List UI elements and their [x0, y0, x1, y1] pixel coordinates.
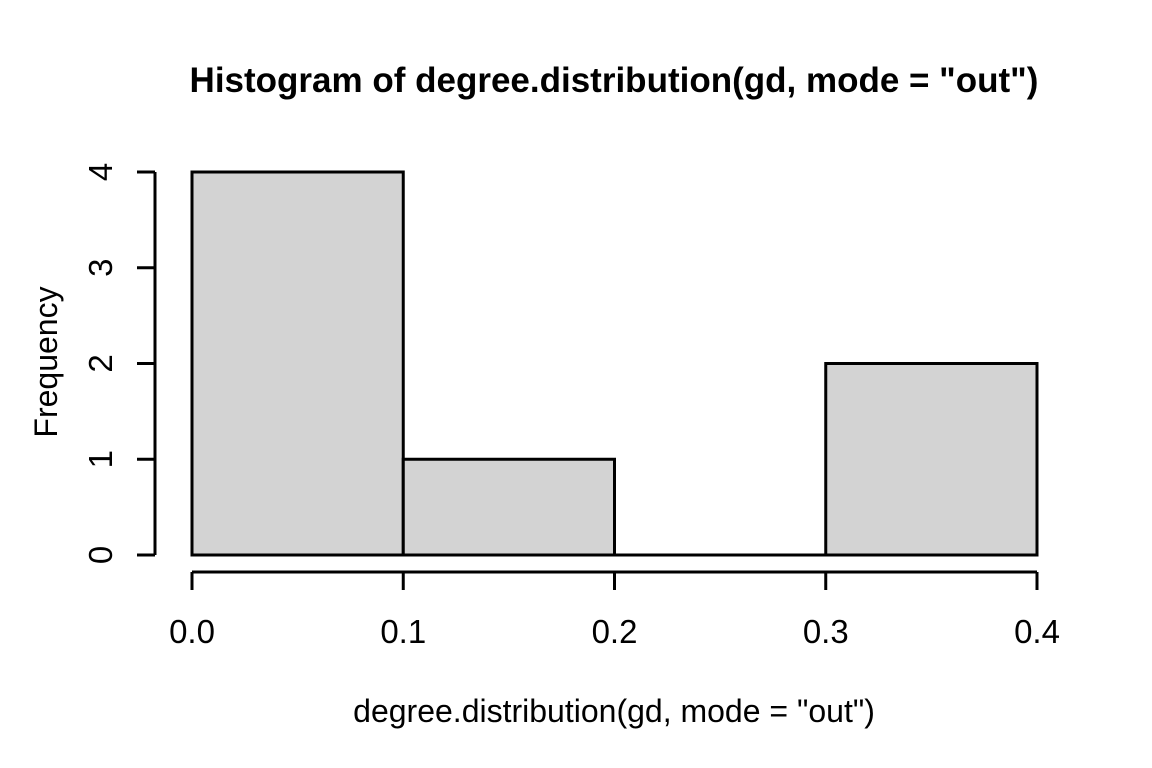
histogram-bar: [190, 170, 405, 557]
y-tick-label: 1: [82, 450, 119, 468]
histogram-bar: [401, 457, 616, 557]
x-tick-label: 0.0: [169, 613, 215, 650]
y-tick-label: 3: [82, 259, 119, 277]
y-axis: 0 1 2 3 4: [82, 163, 157, 564]
x-tick-label: 0.4: [1014, 613, 1060, 650]
x-tick-label: 0.1: [380, 613, 426, 650]
x-tick-label: 0.3: [803, 613, 849, 650]
y-tick-label: 0: [82, 546, 119, 564]
x-axis: 0.0 0.1 0.2 0.3 0.4: [169, 570, 1060, 650]
y-axis-label: Frequency: [28, 286, 64, 437]
histogram-bars: [190, 170, 1039, 557]
histogram-bar: [824, 362, 1039, 557]
x-tick-label: 0.2: [592, 613, 638, 650]
y-tick-label: 4: [82, 163, 119, 181]
x-axis-label: degree.distribution(gd, mode = "out"): [353, 693, 875, 729]
y-tick-label: 2: [82, 354, 119, 372]
plot-title: Histogram of degree.distribution(gd, mod…: [190, 61, 1039, 100]
